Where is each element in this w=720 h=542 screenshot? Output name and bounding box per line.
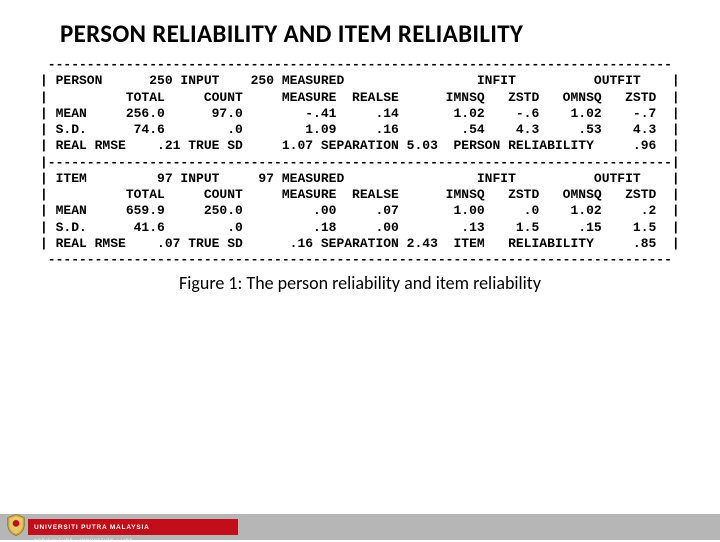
university-name: UNIVERSITI PUTRA MALAYSIA (34, 524, 150, 531)
stats-output: ----------------------------------------… (0, 49, 720, 268)
page-title: PERSON RELIABILITY AND ITEM RELIABILITY (0, 0, 720, 49)
footer-brand-bar: UNIVERSITI PUTRA MALAYSIA AGRICULTURE • … (28, 519, 238, 535)
figure-caption: Figure 1: The person reliability and ite… (0, 268, 720, 294)
university-crest-icon (6, 513, 26, 537)
footer-strip: UNIVERSITI PUTRA MALAYSIA AGRICULTURE • … (0, 514, 720, 540)
